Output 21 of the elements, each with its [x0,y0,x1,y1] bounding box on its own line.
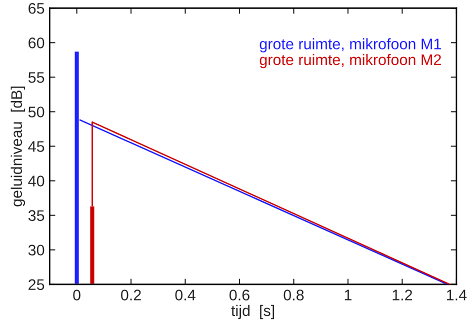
text: grote ruimte, mikrofoon M2 [260,54,441,68]
x-tick-label: 1 [344,290,352,300]
y-tick-label: 25 [28,279,44,290]
y-tick-label: 30 [28,244,44,256]
x-tick-label: 0.8 [284,290,304,300]
x-tick-label: 1.2 [392,290,412,300]
x-tick-label: 0.2 [121,290,141,300]
y-tick-label: 35 [28,210,44,221]
y-tick-label: 65 [28,2,44,14]
text: grote ruimte, mikrofoon M1 [260,38,441,52]
x-tick-label: 1.4 [446,290,467,300]
y-axis-title: geluidniveau [dB] [10,86,26,206]
y-tick-label: 55 [28,72,44,83]
x-tick-label: 0.6 [229,290,250,300]
x-axis-title: tijd [s] [231,304,274,320]
y-tick-label: 45 [28,141,44,152]
x-tick-label: 0 [73,290,80,300]
y-tick-label: 60 [28,38,44,48]
y-tick-label: 50 [28,106,44,118]
x-tick-label: 0.4 [175,290,196,300]
y-tick-label: 40 [28,176,44,186]
